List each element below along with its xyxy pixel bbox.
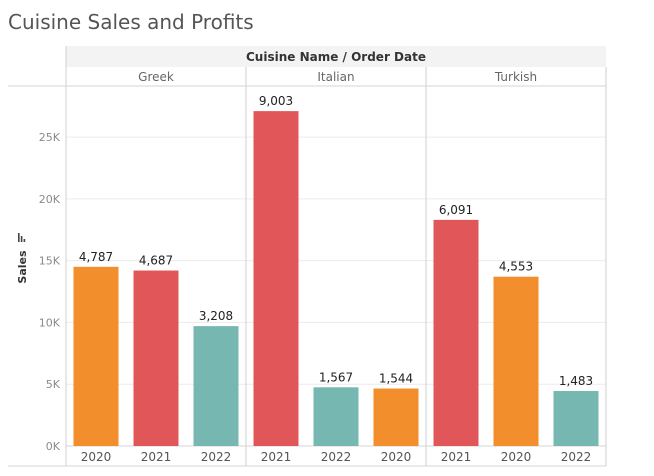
y-tick-label: 20K — [39, 193, 61, 206]
bar-data-label: 4,787 — [79, 250, 113, 264]
bar-data-label: 1,483 — [559, 374, 593, 388]
bar-data-label: 1,544 — [379, 372, 413, 386]
bar-data-label: 1,567 — [319, 370, 353, 384]
column-header: Cuisine Name / Order Date — [246, 50, 426, 64]
x-category-label: 2020 — [381, 450, 412, 464]
y-tick-label: 10K — [39, 316, 61, 329]
y-axis-title: Sales — [16, 250, 29, 284]
bar-turkish-2021[interactable] — [433, 219, 479, 446]
column-header-band — [66, 46, 606, 67]
bar-greek-2021[interactable] — [133, 270, 179, 446]
y-tick-label: 15K — [39, 255, 61, 268]
bar-italian-2021[interactable] — [253, 111, 299, 446]
bar-turkish-2020[interactable] — [493, 276, 539, 446]
x-category-label: 2021 — [261, 450, 292, 464]
x-category-label: 2022 — [201, 450, 232, 464]
y-tick-label: 25K — [39, 131, 61, 144]
bar-data-label: 9,003 — [259, 94, 293, 108]
bar-data-label: 3,208 — [199, 309, 233, 323]
bar-italian-2020[interactable] — [373, 388, 419, 446]
chart-title: Cuisine Sales and Profits — [8, 10, 254, 34]
bar-greek-2022[interactable] — [193, 326, 239, 446]
bar-data-label: 4,553 — [499, 260, 533, 274]
x-category-label: 2020 — [501, 450, 532, 464]
pane-label-turkish: Turkish — [494, 70, 537, 84]
bar-turkish-2022[interactable] — [553, 391, 599, 446]
x-category-label: 2021 — [441, 450, 472, 464]
y-tick-label: 5K — [46, 378, 61, 391]
x-category-label: 2022 — [321, 450, 352, 464]
bar-data-label: 4,687 — [139, 254, 173, 268]
y-tick-label: 0K — [46, 440, 61, 453]
x-category-label: 2020 — [81, 450, 112, 464]
x-category-label: 2022 — [561, 450, 592, 464]
bar-greek-2020[interactable] — [73, 266, 119, 446]
pane-label-greek: Greek — [138, 70, 174, 84]
bar-italian-2022[interactable] — [313, 387, 359, 446]
bar-data-label: 6,091 — [439, 203, 473, 217]
x-category-label: 2021 — [141, 450, 172, 464]
pane-label-italian: Italian — [317, 70, 354, 84]
sort-icon[interactable] — [18, 233, 26, 242]
